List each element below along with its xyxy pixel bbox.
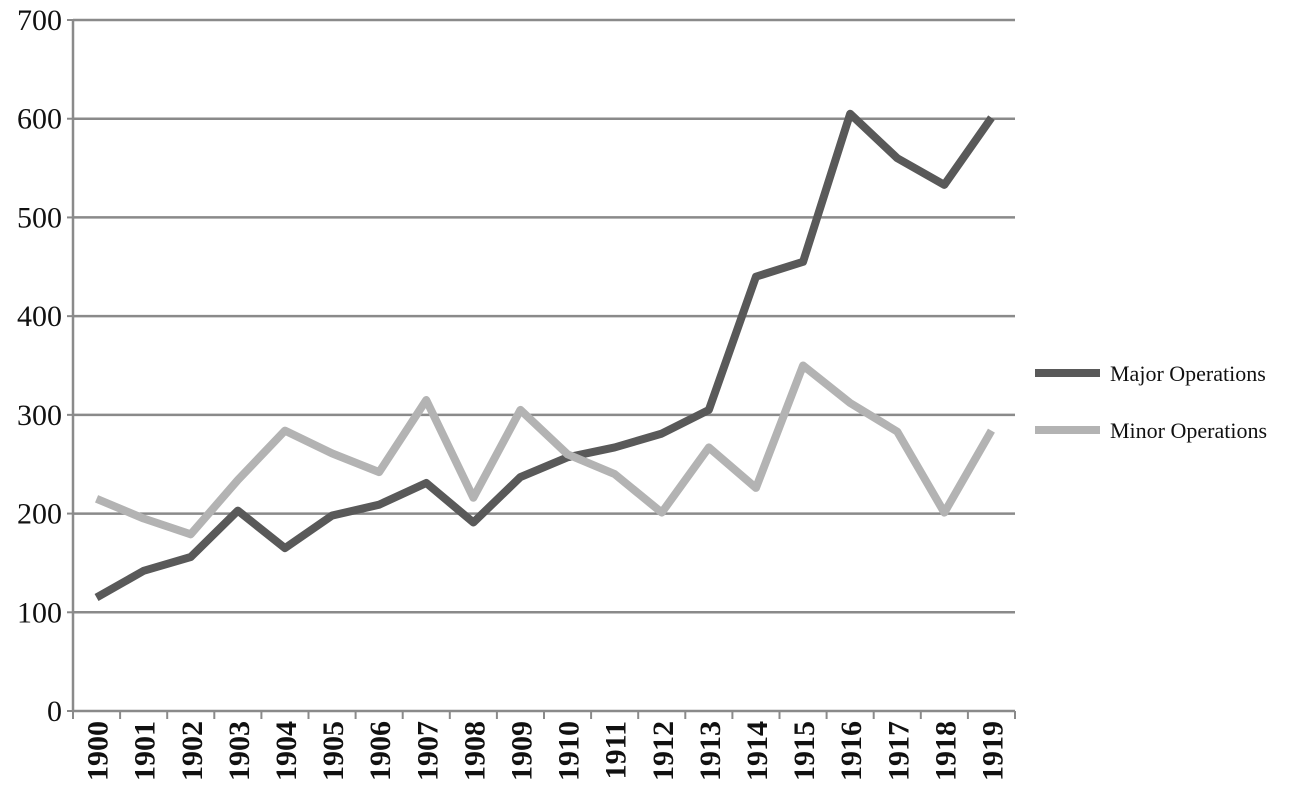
- x-tick-label: 1904: [270, 721, 303, 781]
- x-tick-label: 1914: [741, 721, 774, 781]
- x-tick-label: 1916: [835, 721, 868, 781]
- x-tick-label: 1911: [600, 721, 633, 779]
- x-tick-label: 1906: [364, 721, 397, 781]
- data-line: [95, 361, 995, 539]
- x-tick-label: 1903: [223, 721, 256, 781]
- y-tick-label: 200: [17, 498, 62, 531]
- y-tick-label: 400: [17, 300, 62, 333]
- y-tick-label: 0: [47, 695, 62, 728]
- y-tick-label: 300: [17, 399, 62, 432]
- x-tick-label: 1900: [82, 721, 115, 781]
- y-tick-label: 100: [17, 596, 62, 629]
- legend-label: Minor Operations: [1110, 418, 1267, 443]
- x-tick-label: 1905: [317, 721, 350, 781]
- y-tick-label: 600: [17, 103, 62, 136]
- data-line: [94, 109, 995, 601]
- x-tick-label: 1913: [694, 721, 727, 781]
- y-tick-label: 700: [17, 4, 62, 37]
- x-tick-label: 1912: [647, 721, 680, 781]
- x-tick-label: 1919: [976, 721, 1009, 781]
- x-tick-label: 1907: [411, 721, 444, 781]
- x-tick-label: 1917: [882, 721, 915, 781]
- legend-label: Major Operations: [1110, 361, 1266, 386]
- x-tick-label: 1902: [176, 721, 209, 781]
- x-tick-label: 1908: [458, 721, 491, 781]
- x-tick-label: 1909: [505, 721, 538, 781]
- x-tick-label: 1918: [929, 721, 962, 781]
- x-tick-label: 1910: [553, 721, 586, 781]
- x-tick-label: 1901: [129, 721, 162, 781]
- y-tick-label: 500: [17, 201, 62, 234]
- x-tick-label: 1915: [788, 721, 821, 781]
